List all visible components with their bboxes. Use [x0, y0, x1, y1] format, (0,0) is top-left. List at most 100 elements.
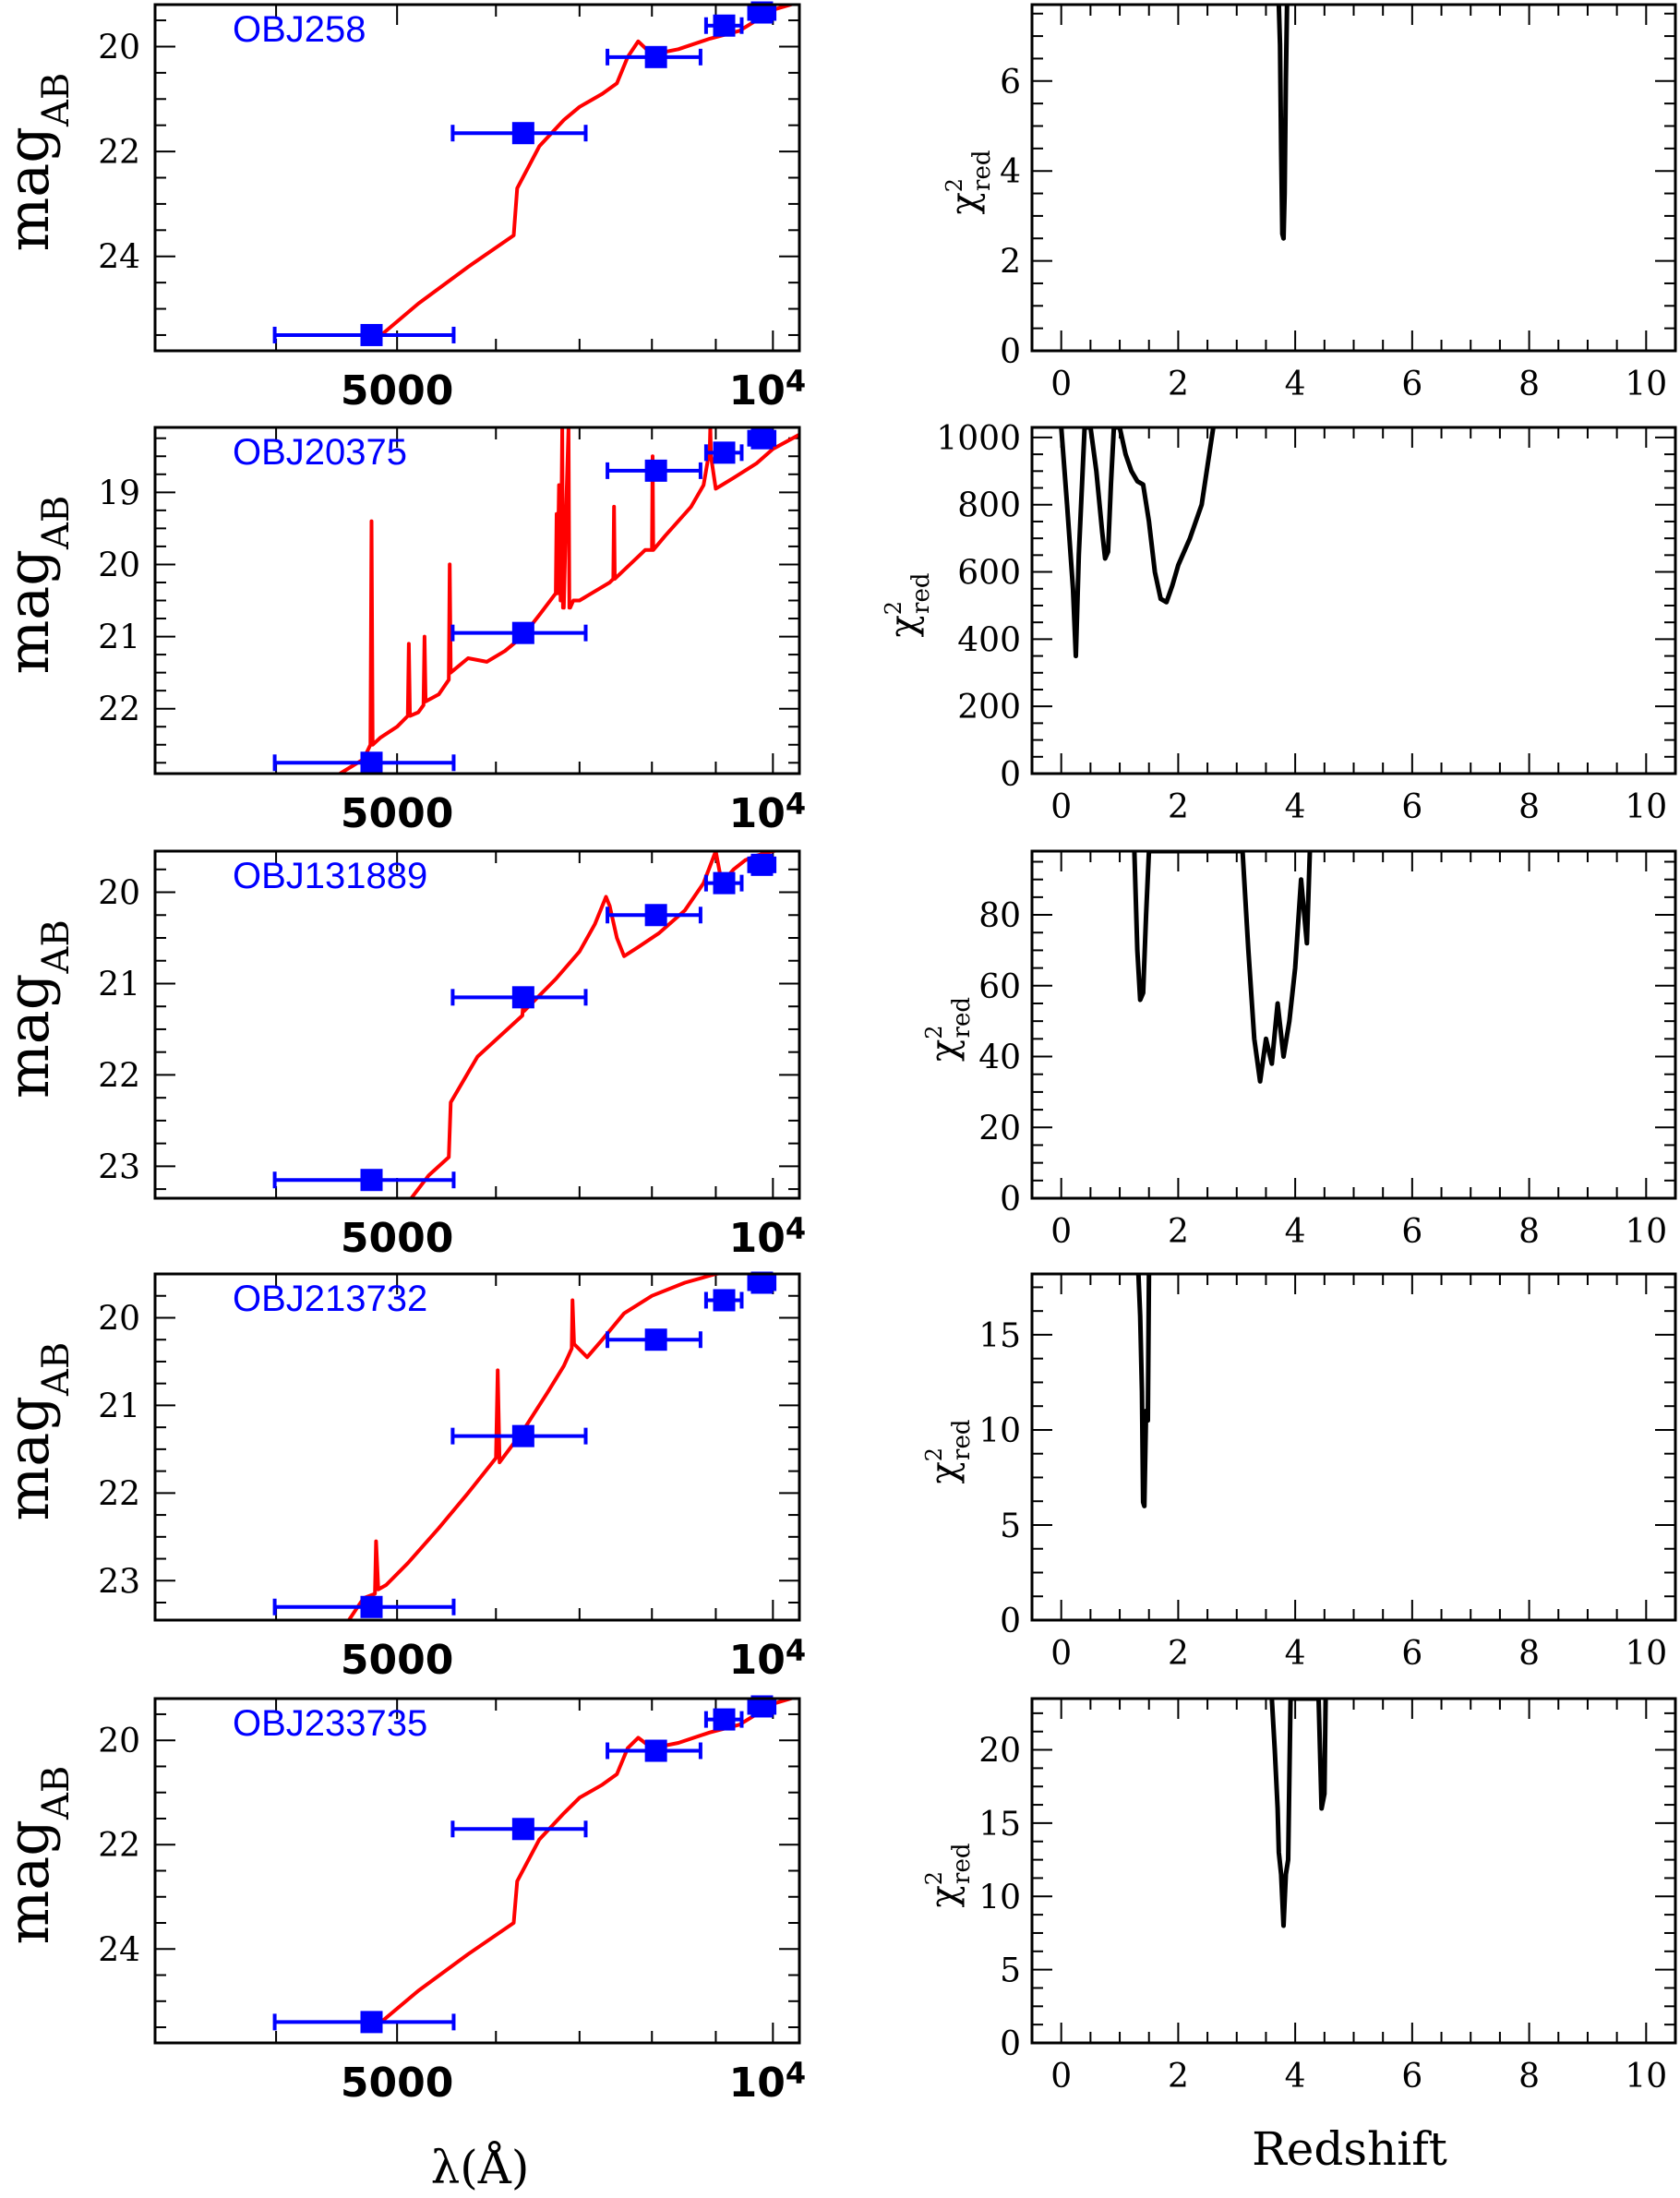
sed-panel-frame: [153, 426, 801, 775]
chi2-x-tick-label: 8: [1518, 1635, 1540, 1673]
chi2-panel-OBJ20375: 0 2 4 6 8 10 0 200 400 600 800 1000 χ2red: [881, 420, 1677, 826]
photometry-point: [511, 1818, 534, 1841]
sed-x-tick-label-1e4: 104: [729, 1633, 807, 1684]
photometry-point: [713, 871, 736, 895]
photometry-point: [750, 426, 774, 450]
chi2-x-tick-label: 8: [1518, 788, 1540, 826]
chi2-x-tick-label: 6: [1401, 366, 1422, 403]
chi2-y-tick-label: 20: [978, 1733, 1021, 1771]
sed-panel-frame: [153, 849, 801, 1200]
chi2-x-tick-label: 4: [1285, 366, 1306, 403]
photometry-point: [644, 45, 667, 68]
chi2-x-tick-label: 2: [1168, 366, 1189, 403]
sed-y-tick-label: 22: [98, 1475, 140, 1513]
chi2-x-tick-label: 6: [1401, 1213, 1422, 1251]
chi2-y-tick-label: 1000: [936, 420, 1021, 458]
chi2-y-axis-label-sub: red: [948, 1844, 976, 1884]
sed-x-tick-exponent: 4: [786, 2056, 806, 2091]
chi2-x-tick-label: 2: [1168, 788, 1189, 826]
sed-model-spectrum: [339, 427, 799, 774]
chi2-y-axis-label: χ2red: [921, 997, 976, 1062]
photometry-point: [644, 1739, 667, 1762]
chi2-y-axis-label-sub: red: [948, 1420, 976, 1460]
chi2-y-tick-label: 0: [1000, 756, 1021, 794]
sed-x-tick-label-5000: 5000: [341, 1215, 453, 1262]
sed-y-axis-label-sub: AB: [35, 919, 78, 974]
photometry-point: [511, 122, 534, 145]
sed-y-tick-label: 22: [98, 1057, 140, 1095]
photometry-point: [511, 621, 534, 644]
chi2-y-axis-label-sup: 2: [881, 601, 906, 615]
chi2-y-tick-label: 40: [978, 1039, 1021, 1077]
chi2-y-tick-label: 10: [978, 1879, 1021, 1916]
chi2-panel-frame: [1030, 1272, 1677, 1622]
chi2-x-tick-label: 6: [1401, 788, 1422, 826]
chi2-y-tick-label: 400: [957, 621, 1021, 659]
chi2-panel-frame: [1030, 849, 1677, 1200]
chi2-x-tick-label: 2: [1168, 1635, 1189, 1673]
object-label: OBJ20375: [233, 432, 407, 473]
chi2-x-tick-label: 2: [1168, 1213, 1189, 1251]
chi2-x-tick-label: 10: [1625, 788, 1667, 826]
sed-y-tick-label: 20: [98, 29, 140, 66]
sed-model-spectrum: [346, 1274, 729, 1620]
sed-y-axis-label-sub: AB: [35, 1342, 78, 1397]
photometry-point: [644, 459, 667, 482]
chi2-panel-OBJ213732: 0 2 4 6 8 10 0 5 10 15 χ2red: [921, 1272, 1677, 1673]
sed-y-tick-label: 22: [98, 1827, 140, 1865]
photometry-point: [360, 323, 383, 346]
chi2-y-axis-label-sub: red: [907, 573, 935, 614]
sed-y-tick-label: 22: [98, 134, 140, 172]
chi2-y-tick-label: 4: [1000, 153, 1021, 191]
sed-y-tick-label: 24: [98, 1931, 140, 1969]
chi2-curve: [1059, 427, 1216, 659]
chi2-panel-OBJ233735: 0 2 4 6 8 10 0 5 10 15 20 χ2red: [921, 1697, 1677, 2096]
redshift-x-axis-title: Redshift: [1252, 2122, 1447, 2176]
photometry-point: [511, 1424, 534, 1447]
photometry-point: [713, 441, 736, 464]
object-label: OBJ233735: [233, 1703, 427, 1744]
chi2-y-tick-label: 0: [1000, 1181, 1021, 1219]
sed-x-tick-label-5000: 5000: [341, 790, 453, 837]
sed-panel-OBJ20375: 19 20 21 22 5000 104 magAB OBJ20375: [0, 426, 807, 837]
sed-panel-OBJ233735: 20 22 24 5000 104 magAB OBJ233735: [0, 1695, 806, 2107]
chi2-y-tick-label: 80: [978, 897, 1021, 935]
sed-model-spectrum: [373, 5, 798, 342]
sed-y-tick-label: 20: [98, 546, 140, 584]
sed-y-tick-label: 23: [98, 1148, 140, 1186]
photometry-point: [713, 14, 736, 37]
sed-y-tick-label: 21: [98, 619, 140, 657]
sed-x-tick-label-5000: 5000: [341, 367, 453, 414]
photometry-point: [713, 1289, 736, 1312]
sed-x-tick-label-1e4: 104: [729, 787, 807, 837]
chi2-y-tick-label: 5: [1000, 1507, 1021, 1545]
sed-x-tick-label-1e4: 104: [729, 2056, 807, 2107]
sed-x-axis-title: λ(Å): [431, 2140, 530, 2194]
sed-y-tick-label: 21: [98, 1387, 140, 1425]
chi2-x-tick-label: 4: [1285, 2058, 1306, 2096]
sed-y-tick-label: 23: [98, 1563, 140, 1601]
chi2-y-tick-label: 5: [1000, 1952, 1021, 1990]
sed-y-axis-label: magAB: [0, 1766, 78, 1945]
chi2-x-tick-label: 8: [1518, 366, 1540, 403]
sed-y-tick-label: 21: [98, 966, 140, 1003]
sed-x-tick-exponent: 4: [786, 364, 806, 399]
sed-x-tick-label-1e4: 104: [729, 364, 807, 414]
sed-panel-frame: [153, 1697, 801, 2045]
sed-y-tick-label: 20: [98, 1723, 140, 1760]
chi2-y-tick-label: 600: [957, 555, 1021, 593]
sed-y-axis-label: magAB: [0, 73, 78, 252]
chi2-y-axis-label: χ2red: [921, 1844, 976, 1908]
chi2-panel-OBJ258: 0 2 4 6 8 10 0 2 4 6 χ2red: [942, 3, 1677, 403]
chi2-curve: [1135, 1274, 1152, 1508]
sed-x-tick-exponent: 4: [786, 1633, 806, 1668]
chi2-panel-frame: [1030, 426, 1677, 775]
chi2-x-tick-label: 10: [1625, 2058, 1667, 2096]
sed-y-tick-label: 20: [98, 875, 140, 913]
chi2-y-tick-label: 10: [978, 1412, 1021, 1450]
object-label: OBJ131889: [233, 856, 427, 896]
sed-y-tick-label: 19: [98, 474, 140, 512]
sed-x-tick-label-5000: 5000: [341, 2060, 453, 2107]
